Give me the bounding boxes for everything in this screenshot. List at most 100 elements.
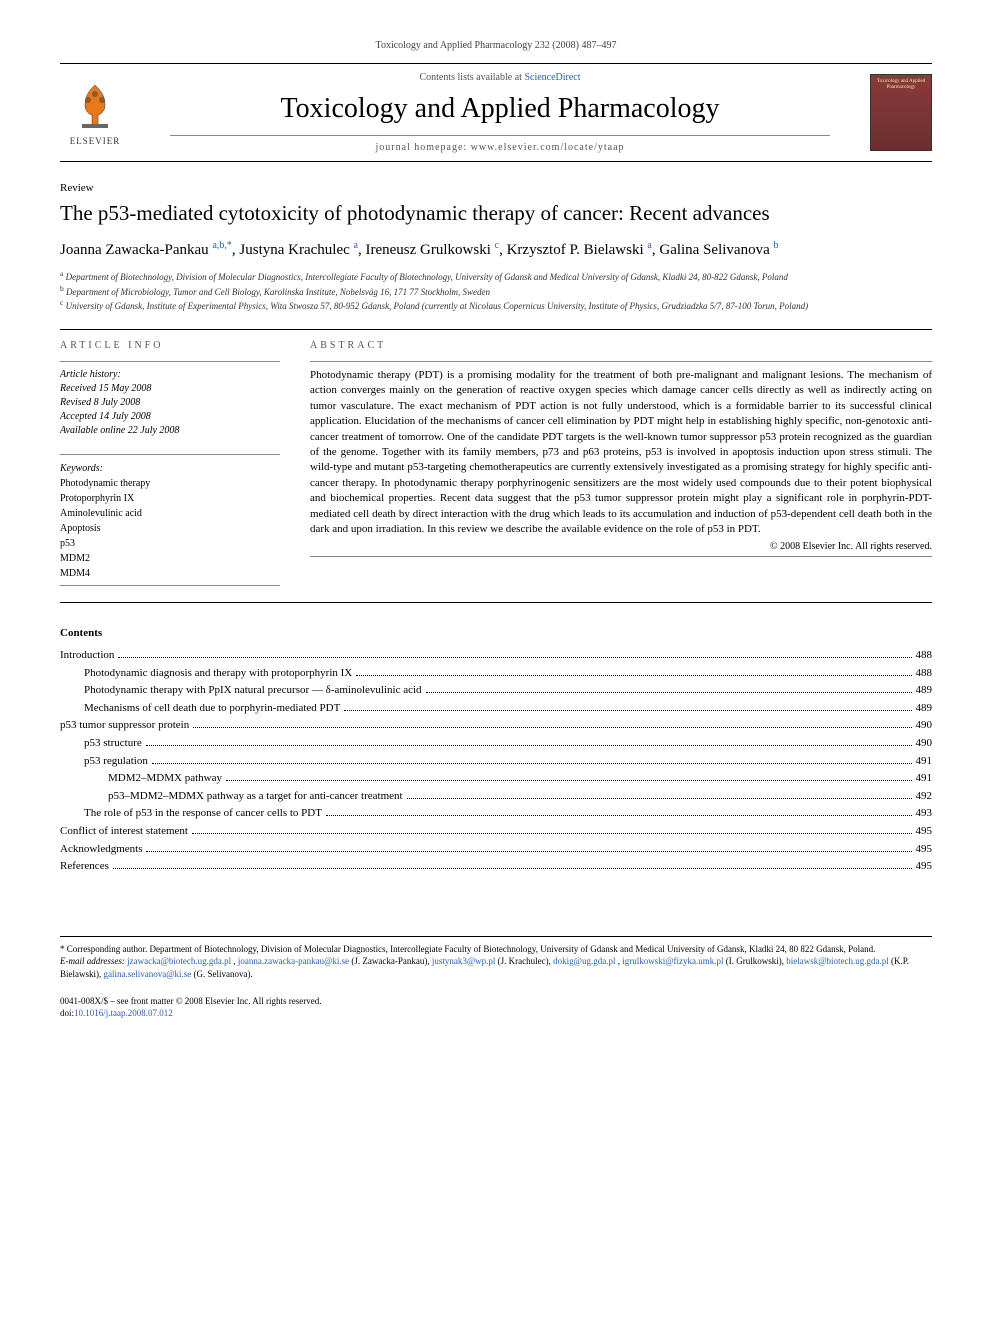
affiliation-a: a Department of Biotechnology, Division … <box>60 269 932 284</box>
toc-label: Conflict of interest statement <box>60 823 188 841</box>
toc-item[interactable]: Introduction 488 <box>60 647 932 665</box>
author-list: Joanna Zawacka-Pankau a,b,*, Justyna Kra… <box>60 239 932 261</box>
accepted-date: Accepted 14 July 2008 <box>60 410 280 424</box>
abstract-text: Photodynamic therapy (PDT) is a promisin… <box>310 368 932 537</box>
email-link[interactable]: dokig@ug.gda.pl <box>553 956 615 966</box>
author: Galina Selivanova b <box>659 242 778 258</box>
toc-label: The role of p53 in the response of cance… <box>84 805 322 823</box>
toc-label: Photodynamic therapy with PpIX natural p… <box>84 682 422 700</box>
toc-item[interactable]: Photodynamic diagnosis and therapy with … <box>60 665 932 683</box>
affil-link[interactable]: a,b, <box>212 240 226 251</box>
elsevier-tree-icon <box>70 80 120 130</box>
email-link[interactable]: bielawsk@biotech.ug.gda.pl <box>786 956 889 966</box>
toc-item[interactable]: MDM2–MDMX pathway 491 <box>60 770 932 788</box>
toc-item[interactable]: p53 structure 490 <box>60 735 932 753</box>
contents-prefix: Contents lists available at <box>419 72 524 83</box>
author: Ireneusz Grulkowski c <box>365 242 499 258</box>
toc-page: 489 <box>916 700 933 718</box>
keyword: Aminolevulinic acid <box>60 506 280 521</box>
issn-line: 0041-008X/$ – see front matter © 2008 El… <box>60 995 932 1008</box>
elsevier-label: ELSEVIER <box>60 136 130 146</box>
footnotes: * Corresponding author. Department of Bi… <box>60 936 932 981</box>
toc-page: 492 <box>916 788 933 806</box>
keyword: Protoporphyrin IX <box>60 491 280 506</box>
toc-item[interactable]: The role of p53 in the response of cance… <box>60 805 932 823</box>
journal-homepage: journal homepage: www.elsevier.com/locat… <box>170 135 830 153</box>
affiliation-b: b Department of Microbiology, Tumor and … <box>60 284 932 299</box>
toc-label: References <box>60 858 109 876</box>
contents-heading: Contents <box>60 627 932 639</box>
doi-line: doi:10.1016/j.taap.2008.07.012 <box>60 1007 932 1020</box>
email-link[interactable]: justynak3@wp.pl <box>432 956 496 966</box>
revised-date: Revised 8 July 2008 <box>60 396 280 410</box>
toc-label: p53 regulation <box>84 753 148 771</box>
sciencedirect-link[interactable]: ScienceDirect <box>524 72 580 83</box>
toc-page: 495 <box>916 858 933 876</box>
toc-page: 495 <box>916 841 933 859</box>
abstract-copyright: © 2008 Elsevier Inc. All rights reserved… <box>310 541 932 552</box>
toc-page: 489 <box>916 682 933 700</box>
article-title: The p53-mediated cytotoxicity of photody… <box>60 200 932 227</box>
keyword: MDM2 <box>60 551 280 566</box>
keyword: p53 <box>60 536 280 551</box>
available-date: Available online 22 July 2008 <box>60 424 280 438</box>
toc-item[interactable]: Photodynamic therapy with PpIX natural p… <box>60 682 932 700</box>
keyword: MDM4 <box>60 566 280 581</box>
toc-label: p53–MDM2–MDMX pathway as a target for an… <box>108 788 403 806</box>
affil-link[interactable]: c <box>495 240 499 251</box>
author: Justyna Krachulec a <box>239 242 358 258</box>
author: Krzysztof P. Bielawski a <box>507 242 652 258</box>
table-of-contents: Contents Introduction 488 Photodynamic d… <box>60 627 932 876</box>
keywords-block: Keywords: Photodynamic therapyProtoporph… <box>60 461 280 581</box>
toc-item[interactable]: Acknowledgments 495 <box>60 841 932 859</box>
affiliations: a Department of Biotechnology, Division … <box>60 269 932 313</box>
affil-link[interactable]: b <box>774 240 779 251</box>
keyword: Photodynamic therapy <box>60 476 280 491</box>
toc-label: Introduction <box>60 647 114 665</box>
email-link[interactable]: igrulkowski@fizyka.umk.pl <box>622 956 723 966</box>
article-info-heading: ARTICLE INFO <box>60 340 280 351</box>
footer: 0041-008X/$ – see front matter © 2008 El… <box>60 995 932 1020</box>
toc-label: Acknowledgments <box>60 841 142 859</box>
history-label: Article history: <box>60 368 280 382</box>
corr-link[interactable]: * <box>227 240 232 251</box>
author: Joanna Zawacka-Pankau a,b,* <box>60 242 232 258</box>
toc-item[interactable]: Mechanisms of cell death due to porphyri… <box>60 700 932 718</box>
toc-item[interactable]: p53 tumor suppressor protein 490 <box>60 717 932 735</box>
toc-page: 491 <box>916 770 933 788</box>
journal-header: ELSEVIER Contents lists available at Sci… <box>60 63 932 162</box>
toc-page: 488 <box>916 665 933 683</box>
toc-label: Photodynamic diagnosis and therapy with … <box>84 665 352 683</box>
abstract-heading: ABSTRACT <box>310 340 932 351</box>
article-type: Review <box>60 182 932 194</box>
toc-page: 493 <box>916 805 933 823</box>
keywords-label: Keywords: <box>60 461 280 476</box>
toc-page: 491 <box>916 753 933 771</box>
elsevier-logo: ELSEVIER <box>60 80 130 146</box>
affil-link[interactable]: a <box>647 240 651 251</box>
toc-item[interactable]: Conflict of interest statement 495 <box>60 823 932 841</box>
citation-line: Toxicology and Applied Pharmacology 232 … <box>60 40 932 51</box>
toc-item[interactable]: References 495 <box>60 858 932 876</box>
contents-available: Contents lists available at ScienceDirec… <box>130 72 870 83</box>
journal-cover-thumbnail: Toxicology and Applied Pharmacology <box>870 74 932 151</box>
email-link[interactable]: jzawacka@biotech.ug.gda.pl <box>127 956 231 966</box>
email-addresses: E-mail addresses: jzawacka@biotech.ug.gd… <box>60 955 932 980</box>
cover-label: Toxicology and Applied Pharmacology <box>873 79 929 90</box>
affiliation-c: c University of Gdansk, Institute of Exp… <box>60 298 932 313</box>
toc-item[interactable]: p53–MDM2–MDMX pathway as a target for an… <box>60 788 932 806</box>
affil-link[interactable]: a <box>354 240 358 251</box>
toc-page: 488 <box>916 647 933 665</box>
toc-label: Mechanisms of cell death due to porphyri… <box>84 700 340 718</box>
keyword: Apoptosis <box>60 521 280 536</box>
toc-item[interactable]: p53 regulation 491 <box>60 753 932 771</box>
doi-link[interactable]: 10.1016/j.taap.2008.07.012 <box>74 1008 173 1018</box>
toc-page: 490 <box>916 735 933 753</box>
toc-label: p53 tumor suppressor protein <box>60 717 189 735</box>
toc-page: 495 <box>916 823 933 841</box>
received-date: Received 15 May 2008 <box>60 382 280 396</box>
email-link[interactable]: galina.selivanova@ki.se <box>104 969 192 979</box>
email-link[interactable]: joanna.zawacka-pankau@ki.se <box>238 956 349 966</box>
toc-label: MDM2–MDMX pathway <box>108 770 222 788</box>
toc-label: p53 structure <box>84 735 142 753</box>
